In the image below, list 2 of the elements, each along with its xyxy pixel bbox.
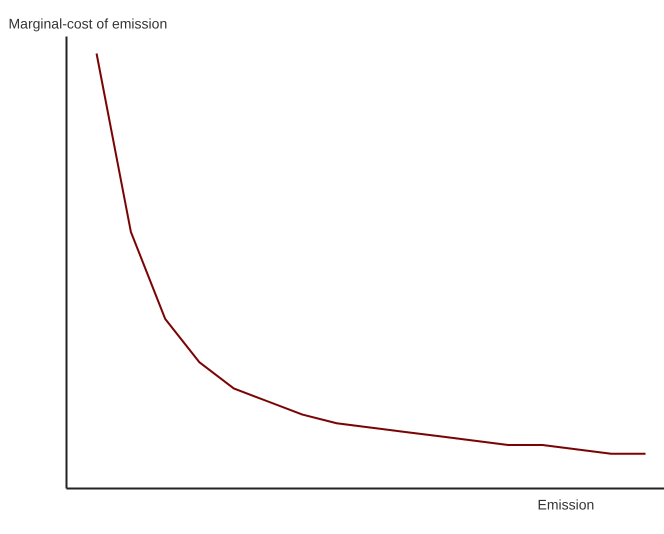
y-axis-title: Marginal-cost of emission	[8, 16, 168, 32]
x-axis-title: Emission	[538, 496, 594, 512]
